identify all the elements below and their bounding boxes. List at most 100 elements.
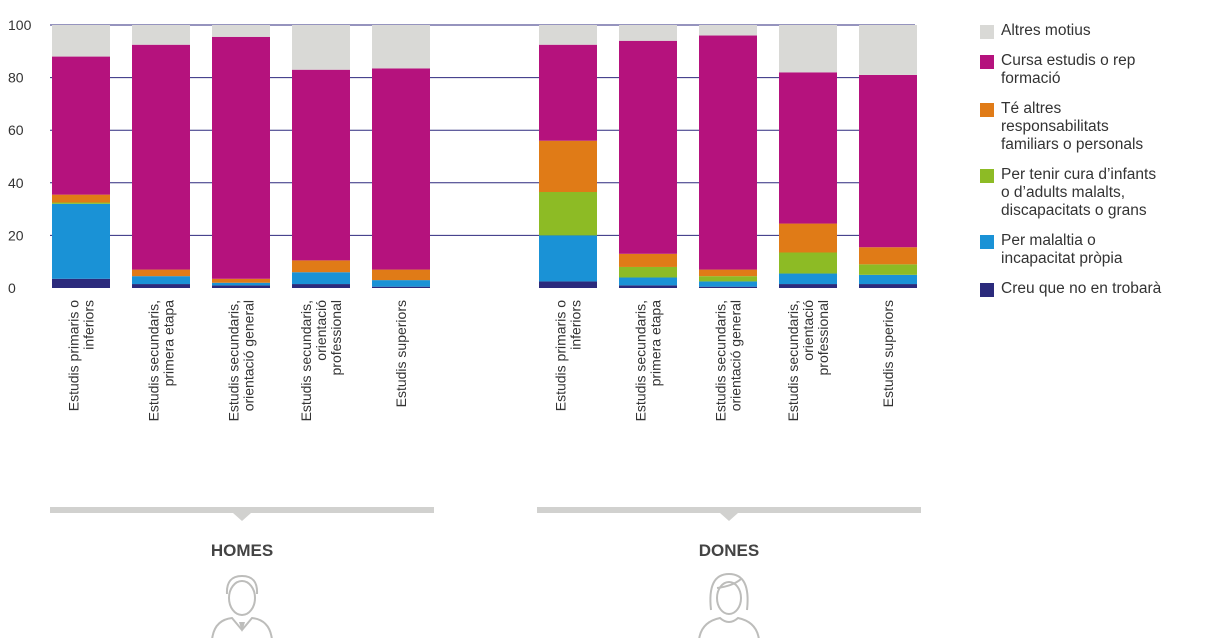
bar-segment-0-0-4	[52, 56, 110, 195]
bar-segment-1-3-0	[779, 284, 837, 288]
y-tick-label: 20	[8, 227, 24, 243]
bar-segment-0-1-3	[132, 269, 190, 277]
legend-label: Creu que no en trobarà	[1001, 280, 1162, 297]
bar-segment-1-0-5	[539, 25, 597, 45]
x-category-label: Estudis primaris oinferiors	[66, 300, 97, 411]
bar-segment-1-1-4	[619, 40, 677, 254]
legend-swatch	[980, 55, 994, 69]
bar-segment-1-0-1	[539, 235, 597, 282]
bar-segment-0-4-5	[372, 25, 430, 69]
x-category-label: Estudis secundaris,primera etapa	[146, 300, 177, 422]
legend-item: Per malaltia o incapacitat pròpia	[980, 232, 1216, 268]
legend-label: Altres motius	[1001, 22, 1091, 39]
legend-item: Creu que no en trobarà	[980, 280, 1216, 298]
bar-segment-1-2-0	[699, 286, 757, 288]
group-label: DONES	[699, 541, 759, 560]
bar-segment-1-0-4	[539, 44, 597, 141]
bar-segment-1-4-5	[859, 25, 917, 75]
bar-segment-1-2-3	[699, 269, 757, 277]
y-tick-label: 60	[8, 122, 24, 138]
bar-segment-1-2-5	[699, 25, 757, 36]
bar-segment-0-0-3	[52, 194, 110, 203]
legend-label: Per tenir cura d’infants o d’adults mala…	[1001, 166, 1157, 219]
bar-segment-0-3-0	[292, 284, 350, 288]
bar-segment-0-1-4	[132, 44, 190, 270]
bar-segment-0-2-5	[212, 25, 270, 37]
bar-segment-0-2-3	[212, 278, 270, 283]
bar-segment-1-0-0	[539, 281, 597, 288]
bars	[52, 25, 917, 288]
bar-segment-0-3-3	[292, 260, 350, 273]
x-category-label: Estudis secundaris,orientació general	[713, 300, 744, 421]
legend-item: Cursa estudis o rep formació	[980, 52, 1216, 88]
man-avatar-icon	[211, 574, 273, 638]
y-tick-label: 0	[8, 280, 16, 296]
x-axis-labels: Estudis primaris oinferiors Estudis secun…	[66, 300, 897, 422]
bar-segment-1-0-2	[539, 192, 597, 236]
legend-swatch	[980, 103, 994, 117]
x-category-label: Estudis superiors	[393, 300, 409, 407]
bar-segment-0-2-0	[212, 285, 270, 288]
bar-segment-0-4-0	[372, 286, 430, 288]
bar-segment-1-4-1	[859, 274, 917, 285]
legend-item: Per tenir cura d’infants o d’adults mala…	[980, 166, 1216, 220]
legend-swatch	[980, 283, 994, 297]
bar-segment-1-3-4	[779, 72, 837, 224]
bar-segment-1-1-0	[619, 285, 677, 288]
bar-segment-0-0-2	[52, 202, 110, 204]
bar-segment-0-1-0	[132, 284, 190, 288]
x-category-label: Estudis secundaris,orientació general	[226, 300, 257, 421]
group-label: HOMES	[211, 541, 273, 560]
stacked-bar-chart: 0 20 40 60 80 100 Estudis primaris oinferiors…	[8, 17, 921, 638]
bar-segment-1-2-4	[699, 35, 757, 270]
legend-item: Té altres responsabilitats familiars o p…	[980, 100, 1216, 154]
y-axis: 0 20 40 60 80 100	[8, 17, 32, 296]
bar-segment-1-1-1	[619, 277, 677, 286]
x-category-label: Estudis secundaris,primera etapa	[633, 300, 664, 422]
y-tick-label: 100	[8, 17, 32, 33]
x-category-label: Estudis secundaris,orientacióprofessiona…	[785, 300, 831, 422]
x-category-label: Estudis superiors	[880, 300, 896, 407]
legend-label: Cursa estudis o rep formació	[1001, 52, 1136, 87]
bar-segment-0-4-3	[372, 269, 430, 281]
group-bracket	[537, 507, 921, 521]
bar-segment-1-3-2	[779, 252, 837, 274]
bar-segment-0-3-5	[292, 25, 350, 70]
bar-segment-0-0-1	[52, 203, 110, 279]
bar-segment-1-1-5	[619, 25, 677, 41]
bar-segment-0-3-4	[292, 69, 350, 261]
legend-swatch	[980, 235, 994, 249]
legend-swatch	[980, 169, 994, 183]
legend-label: Per malaltia o incapacitat pròpia	[1001, 232, 1123, 267]
legend-item: Altres motius	[980, 22, 1216, 40]
legend-label: Té altres responsabilitats familiars o p…	[1001, 100, 1144, 153]
bar-segment-0-2-4	[212, 36, 270, 279]
group-labels: HOMES DONES	[50, 507, 921, 638]
y-tick-label: 40	[8, 175, 24, 191]
bar-segment-0-0-0	[52, 278, 110, 288]
bar-segment-0-3-1	[292, 272, 350, 285]
bar-segment-1-2-1	[699, 281, 757, 287]
bar-segment-1-1-2	[619, 266, 677, 278]
bar-segment-1-3-5	[779, 25, 837, 73]
bar-segment-1-0-3	[539, 140, 597, 193]
legend-swatch	[980, 25, 994, 39]
woman-avatar-icon	[698, 572, 760, 638]
bar-segment-1-1-3	[619, 253, 677, 267]
bar-segment-1-3-1	[779, 273, 837, 285]
x-category-label: Estudis secundaris,orientacióprofessiona…	[298, 300, 344, 422]
bar-segment-0-2-1	[212, 282, 270, 286]
bar-segment-0-1-1	[132, 276, 190, 285]
bar-segment-1-3-3	[779, 223, 837, 253]
bar-segment-0-4-4	[372, 68, 430, 270]
x-category-label: Estudis primaris oinferiors	[553, 300, 584, 411]
bar-segment-1-4-4	[859, 74, 917, 248]
bar-segment-0-1-5	[132, 25, 190, 45]
bar-segment-1-4-2	[859, 264, 917, 275]
bar-segment-1-2-2	[699, 276, 757, 282]
group-bracket	[50, 507, 434, 521]
bar-segment-0-4-1	[372, 280, 430, 287]
bar-segment-1-4-0	[859, 284, 917, 288]
legend: Altres motius Cursa estudis o rep formaci…	[980, 22, 1216, 310]
bar-segment-1-4-3	[859, 247, 917, 265]
